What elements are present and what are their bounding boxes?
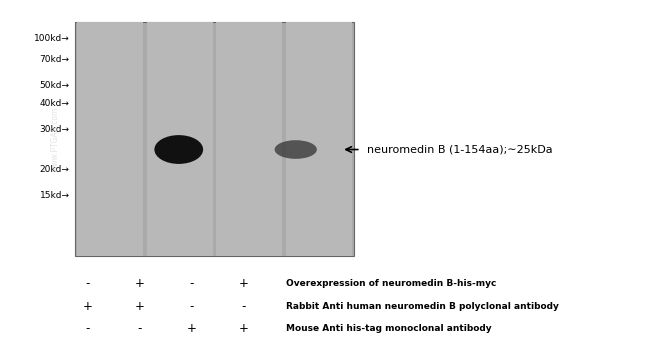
Text: -: - — [190, 300, 194, 313]
Text: -: - — [86, 322, 90, 335]
Text: -: - — [86, 277, 90, 290]
Text: +: + — [83, 300, 93, 313]
Text: 20kd→: 20kd→ — [40, 165, 70, 174]
Text: 15kd→: 15kd→ — [40, 191, 70, 200]
Bar — [216, 22, 282, 256]
Text: Overexpression of neuromedin B-his-myc: Overexpression of neuromedin B-his-myc — [286, 279, 497, 287]
Text: 50kd→: 50kd→ — [40, 81, 70, 90]
Text: Mouse Anti his-tag monoclonal antibody: Mouse Anti his-tag monoclonal antibody — [286, 324, 491, 333]
Text: 40kd→: 40kd→ — [40, 99, 70, 108]
Text: 30kd→: 30kd→ — [40, 125, 70, 134]
Bar — [77, 22, 143, 256]
Text: 70kd→: 70kd→ — [40, 55, 70, 64]
Text: -: - — [190, 277, 194, 290]
Text: www.PTGAB.com: www.PTGAB.com — [51, 107, 60, 171]
Text: +: + — [187, 322, 197, 335]
Text: Rabbit Anti human neuromedin B polyclonal antibody: Rabbit Anti human neuromedin B polyclona… — [286, 302, 559, 311]
Text: +: + — [135, 300, 145, 313]
Bar — [147, 22, 213, 256]
Bar — [75, 22, 354, 256]
Bar — [286, 22, 352, 256]
Ellipse shape — [155, 135, 203, 164]
Text: 100kd→: 100kd→ — [34, 34, 70, 43]
Ellipse shape — [274, 140, 317, 159]
Text: neuromedin B (1-154aa);∼25kDa: neuromedin B (1-154aa);∼25kDa — [367, 144, 553, 155]
Text: -: - — [242, 300, 246, 313]
Text: -: - — [138, 322, 142, 335]
Text: +: + — [135, 277, 145, 290]
Text: +: + — [239, 277, 249, 290]
Text: +: + — [239, 322, 249, 335]
